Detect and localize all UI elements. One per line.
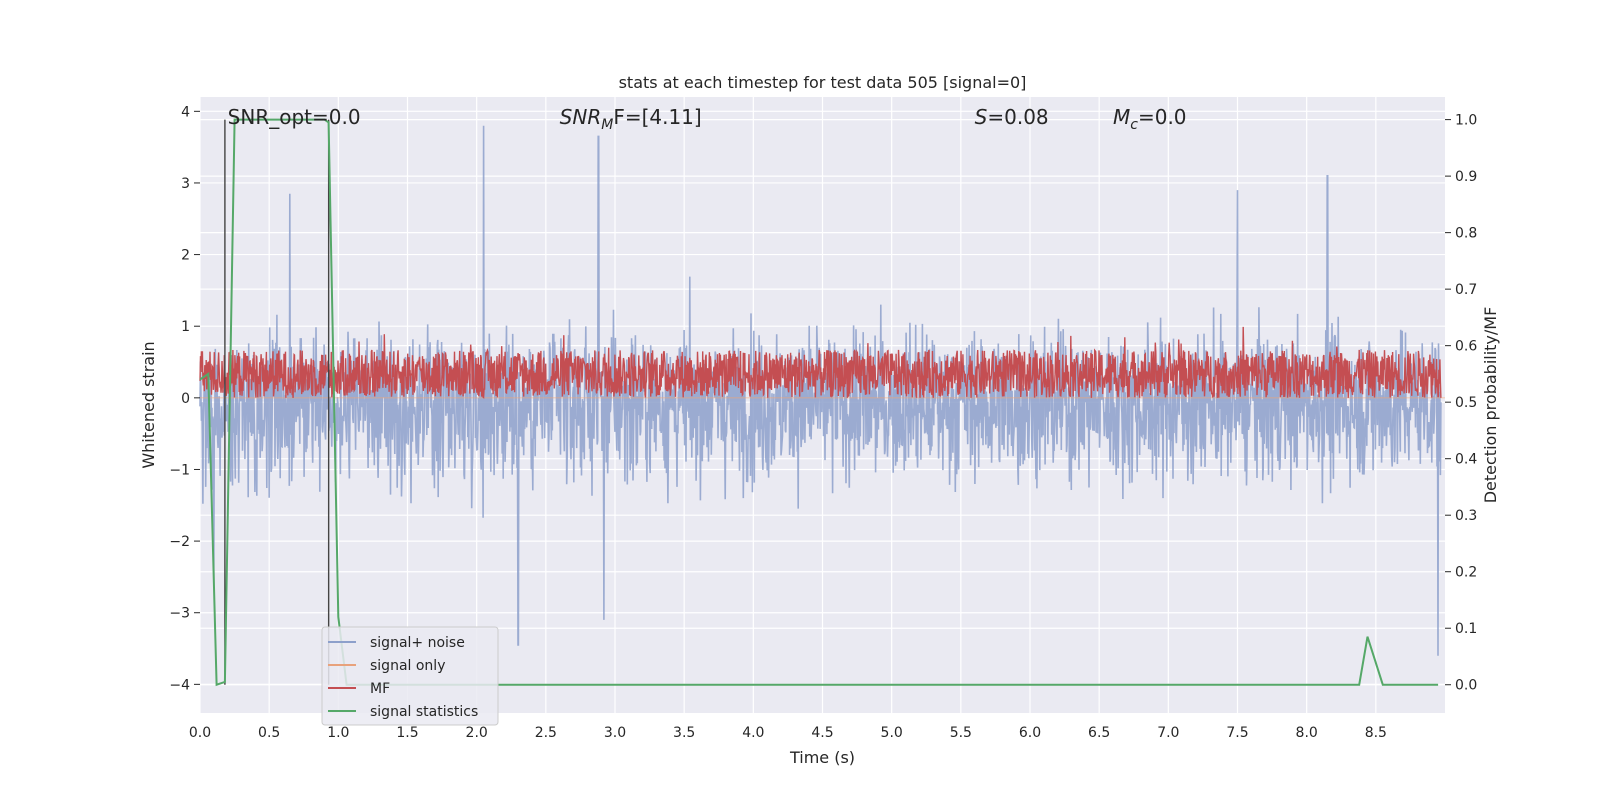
annotation-s: S=0.08 (975, 105, 1049, 129)
legend-entry-signal-noise: signal+ noise (370, 635, 465, 651)
right-y-tick-label: 0.8 (1455, 226, 1477, 242)
x-tick-label: 8.5 (1365, 725, 1387, 741)
series-mf (199, 326, 1442, 399)
x-tick-label: 3.5 (673, 725, 695, 741)
left-y-tick-label: 3 (181, 176, 190, 192)
left-y-axis-label: Whitened strain (139, 341, 158, 468)
x-tick-label: 1.0 (327, 725, 349, 741)
right-y-tick-label: 0.4 (1455, 452, 1477, 468)
chart-title: stats at each timestep for test data 505… (619, 73, 1027, 92)
x-tick-label: 0.5 (258, 725, 280, 741)
legend: signal+ noise signal only MF signal stat… (321, 626, 499, 726)
right-y-tick-label: 0.6 (1455, 339, 1477, 355)
x-tick-label: 4.5 (811, 725, 833, 741)
right-y-tick-label: 0.0 (1455, 678, 1477, 694)
x-tick-label: 2.5 (535, 725, 557, 741)
annotation-snr-mf-value: F=[4.11] (613, 105, 701, 129)
left-y-tick-label: −4 (169, 677, 190, 693)
legend-entry-mf: MF (370, 681, 390, 697)
annotation-s-symbol: S (975, 105, 988, 129)
legend-entry-signal-statistics: signal statistics (370, 704, 478, 720)
left-y-tick-label: 0 (181, 391, 190, 407)
annotation-mc-symbol: M (1113, 105, 1130, 129)
x-tick-label: 7.5 (1226, 725, 1248, 741)
annotation-snr-opt: SNR_opt=0.0 (228, 105, 361, 129)
right-y-tick-label: 1.0 (1455, 113, 1477, 129)
annotation-mc-subscript: c (1130, 117, 1138, 133)
annotation-snr-mf-subscript: M (601, 117, 613, 133)
x-tick-label: 5.5 (950, 725, 972, 741)
x-tick-label: 5.0 (881, 725, 903, 741)
annotation-snr-mf: SNRMF=[4.11] (560, 105, 702, 133)
x-tick-label: 8.0 (1296, 725, 1318, 741)
right-y-tick-label: 0.2 (1455, 565, 1477, 581)
x-tick-label: 1.5 (396, 725, 418, 741)
x-tick-label: 0.0 (189, 725, 211, 741)
x-tick-label: 4.0 (742, 725, 764, 741)
x-tick-label: 3.0 (604, 725, 626, 741)
x-axis-label: Time (s) (789, 748, 855, 767)
x-tick-label: 6.0 (1019, 725, 1041, 741)
x-tick-label: 2.0 (466, 725, 488, 741)
right-y-tick-label: 0.3 (1455, 508, 1477, 524)
legend-entry-signal-only: signal only (370, 658, 445, 674)
series-signal-statistics (199, 118, 1439, 687)
left-y-tick-label: −1 (169, 462, 190, 478)
right-y-tick-label: 0.5 (1455, 395, 1477, 411)
annotation-mc: Mc=0.0 (1113, 105, 1187, 133)
right-y-tick-label: 0.9 (1455, 169, 1477, 185)
annotation-snr-mf-symbol: SNR (560, 105, 602, 129)
legend-box (321, 626, 499, 726)
annotation-s-value: =0.08 (987, 105, 1048, 129)
right-y-tick-label: 0.7 (1455, 282, 1477, 298)
left-y-tick-label: −2 (169, 534, 190, 550)
x-tick-label: 6.5 (1088, 725, 1110, 741)
right-y-axis-label: Detection probability/MF (1481, 307, 1500, 504)
ticks: 0.0 0.5 1.0 1.5 2.0 2.5 3.0 3.5 4.0 4.5 5.0 5.5 6.0 6… (169, 104, 1477, 741)
left-y-tick-label: 2 (181, 248, 190, 264)
left-y-tick-label: −3 (169, 606, 190, 622)
left-y-tick-label: 4 (181, 104, 190, 120)
right-y-tick-label: 0.1 (1455, 621, 1477, 637)
series-layer (199, 118, 1445, 687)
x-tick-label: 7.0 (1157, 725, 1179, 741)
left-y-tick-label: 1 (181, 319, 190, 335)
annotation-mc-value: =0.0 (1138, 105, 1187, 129)
